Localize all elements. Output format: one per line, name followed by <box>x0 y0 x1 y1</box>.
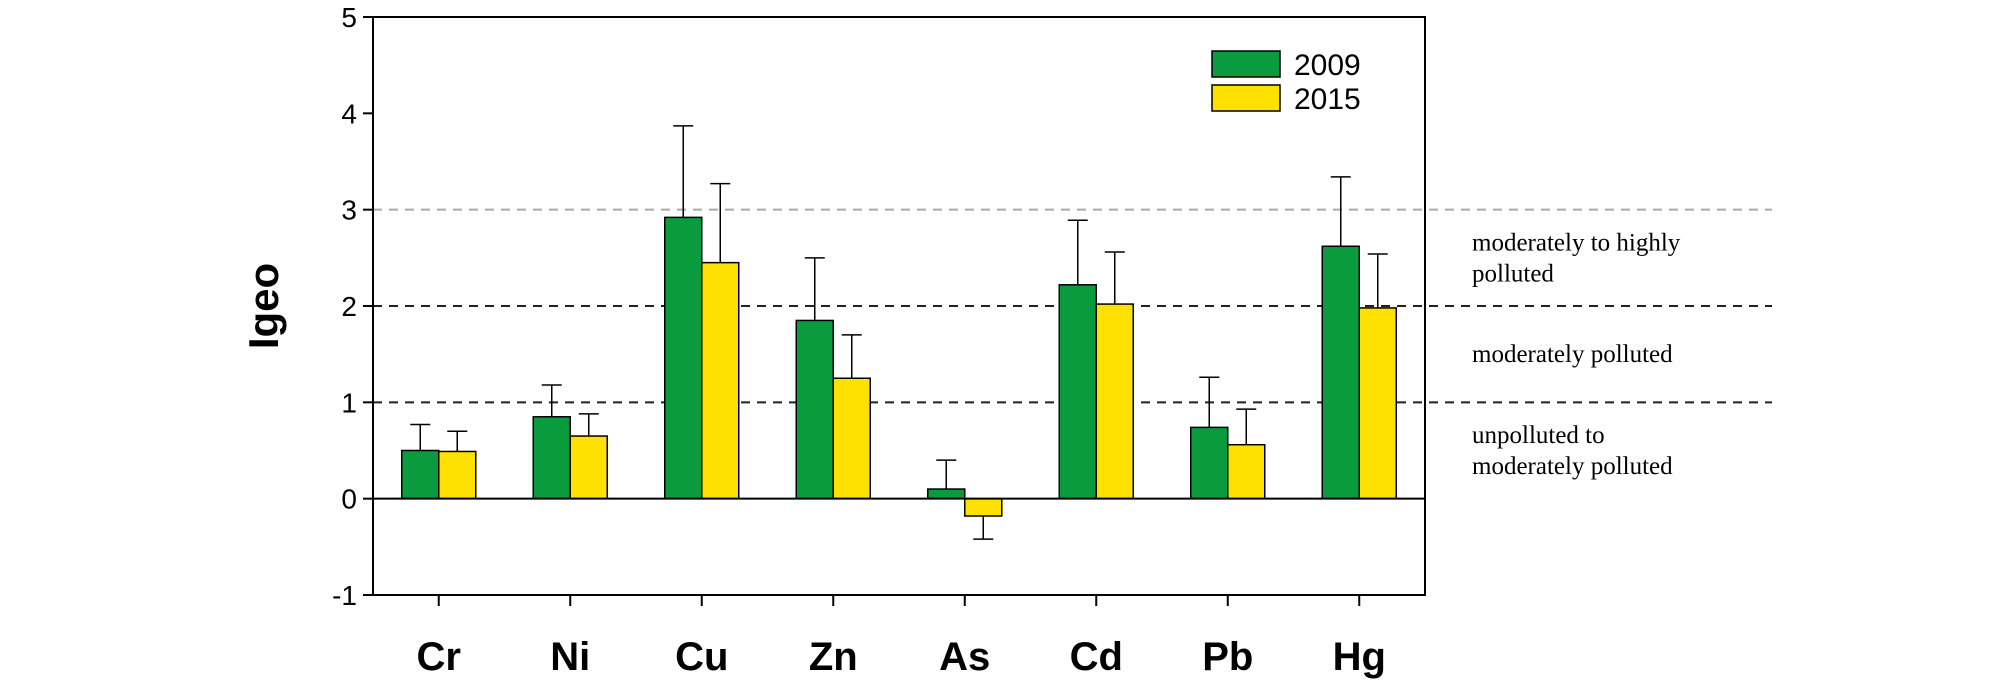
bar-cd-2009 <box>1058 284 1097 500</box>
bar-ni-2009 <box>532 416 571 500</box>
category-label-zn: Zn <box>809 635 858 679</box>
legend-swatch-2015 <box>1211 84 1281 112</box>
y-tick-label: 5 <box>341 2 357 33</box>
error-bars-group <box>410 125 1388 540</box>
bar-as-2009 <box>927 488 966 500</box>
zone-label-1-line-0: moderately polluted <box>1472 341 1673 368</box>
zone-labels: moderately to highly polluted moderately p… <box>1472 229 1681 480</box>
y-tick-label: 1 <box>341 387 357 418</box>
legend-label-2009: 2009 <box>1294 49 1361 82</box>
zone-label-2-line-0: unpolluted to <box>1472 422 1605 449</box>
category-label-cd: Cd <box>1070 635 1123 679</box>
bar-cu-2015 <box>701 261 740 500</box>
y-tick-label: 0 <box>341 484 357 515</box>
legend-swatch-2009 <box>1211 50 1281 78</box>
category-label-cr: Cr <box>417 635 461 679</box>
y-tick-label: -1 <box>332 580 357 611</box>
category-label-as: As <box>939 635 990 679</box>
bar-hg-2015 <box>1358 307 1397 500</box>
y-tick-label: 2 <box>341 291 357 322</box>
bar-cr-2009 <box>401 449 440 500</box>
y-tick-label: 4 <box>341 98 357 129</box>
bar-pb-2009 <box>1190 426 1229 500</box>
bar-zn-2009 <box>795 319 834 500</box>
category-label-pb: Pb <box>1202 635 1253 679</box>
bar-cu-2009 <box>664 216 703 500</box>
x-axis: Cr Ni Cu Zn As Cd Pb Hg <box>417 595 1386 679</box>
y-axis: -1 0 1 2 3 4 5 <box>332 2 373 611</box>
bar-as-2015 <box>964 497 1003 517</box>
zone-label-0-line-0: moderately to highly <box>1472 229 1681 256</box>
y-tick-label: 3 <box>341 195 357 226</box>
bar-zn-2015 <box>832 377 871 500</box>
bar-cd-2015 <box>1095 303 1134 500</box>
bars-group <box>401 216 1397 517</box>
legend-label-2015: 2015 <box>1294 83 1361 116</box>
category-label-ni: Ni <box>550 635 590 679</box>
y-axis-title: Igeo <box>240 263 287 349</box>
zone-label-2-line-1: moderately polluted <box>1472 453 1673 480</box>
zone-label-0-line-1: polluted <box>1472 260 1554 287</box>
category-label-hg: Hg <box>1333 635 1386 679</box>
bar-cr-2015 <box>438 450 477 500</box>
bar-ni-2015 <box>569 435 608 500</box>
bar-pb-2015 <box>1227 443 1266 500</box>
bar-hg-2009 <box>1321 245 1360 500</box>
category-label-cu: Cu <box>675 635 728 679</box>
